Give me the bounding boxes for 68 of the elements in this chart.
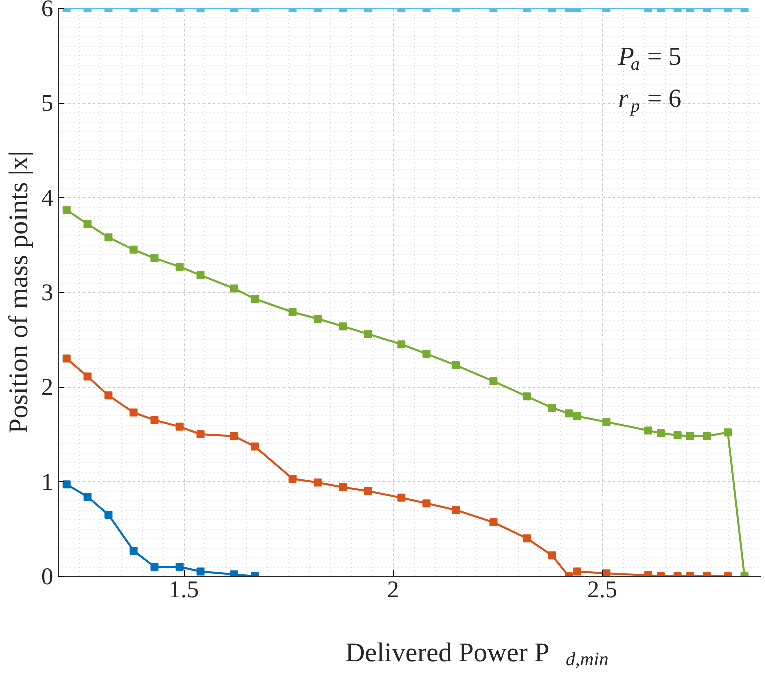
point [364,487,372,496]
x-tick-label: 2.5 [587,578,618,604]
point [573,412,582,421]
point [686,432,694,440]
point [657,430,666,438]
y-tick-label: 0 [42,564,54,590]
point [104,234,113,242]
point [339,322,348,331]
point [230,570,238,576]
point [523,534,532,543]
point [176,422,184,431]
point [150,254,159,262]
point [602,418,611,426]
point [230,284,238,293]
point [422,500,431,508]
point [196,568,205,576]
point [130,546,138,555]
y-tick-label: 6 [42,0,54,22]
point [548,552,556,560]
point [314,315,322,324]
point [230,432,238,440]
point [724,428,732,437]
point [288,474,297,483]
point [84,372,92,381]
point [104,510,113,519]
x-tick-label: 1.5 [169,578,200,604]
point [422,350,431,358]
point [490,518,498,527]
y-tick-label: 3 [42,280,54,306]
point [398,340,406,349]
point [130,246,138,254]
point [196,271,205,280]
point [62,354,71,363]
point [196,430,205,438]
point [452,361,460,370]
point [398,494,406,502]
y-tick-label: 2 [42,375,54,402]
y-axis-title: Position of mass points |x| [4,151,34,434]
x-tick-label: 2 [387,578,400,604]
point [176,262,184,271]
point [703,432,712,440]
y-tick-label: 4 [42,186,54,212]
point [104,392,113,400]
point [565,410,574,418]
point [602,570,611,576]
point [364,330,372,338]
point [130,408,138,417]
point [339,484,348,492]
y-tick-label: 5 [42,91,54,118]
point [84,492,92,501]
point [251,295,260,304]
point [674,431,682,440]
point [523,392,532,401]
point [573,568,582,576]
point [314,478,322,487]
point [251,442,260,451]
point [84,220,92,228]
y-tick-label: 1 [42,470,54,496]
point [176,563,184,572]
point [548,404,556,412]
point [150,416,159,424]
point [288,308,297,316]
point [644,426,653,435]
point [490,377,498,386]
point [452,506,460,514]
point [62,206,71,214]
point [62,480,71,489]
point [150,563,159,572]
